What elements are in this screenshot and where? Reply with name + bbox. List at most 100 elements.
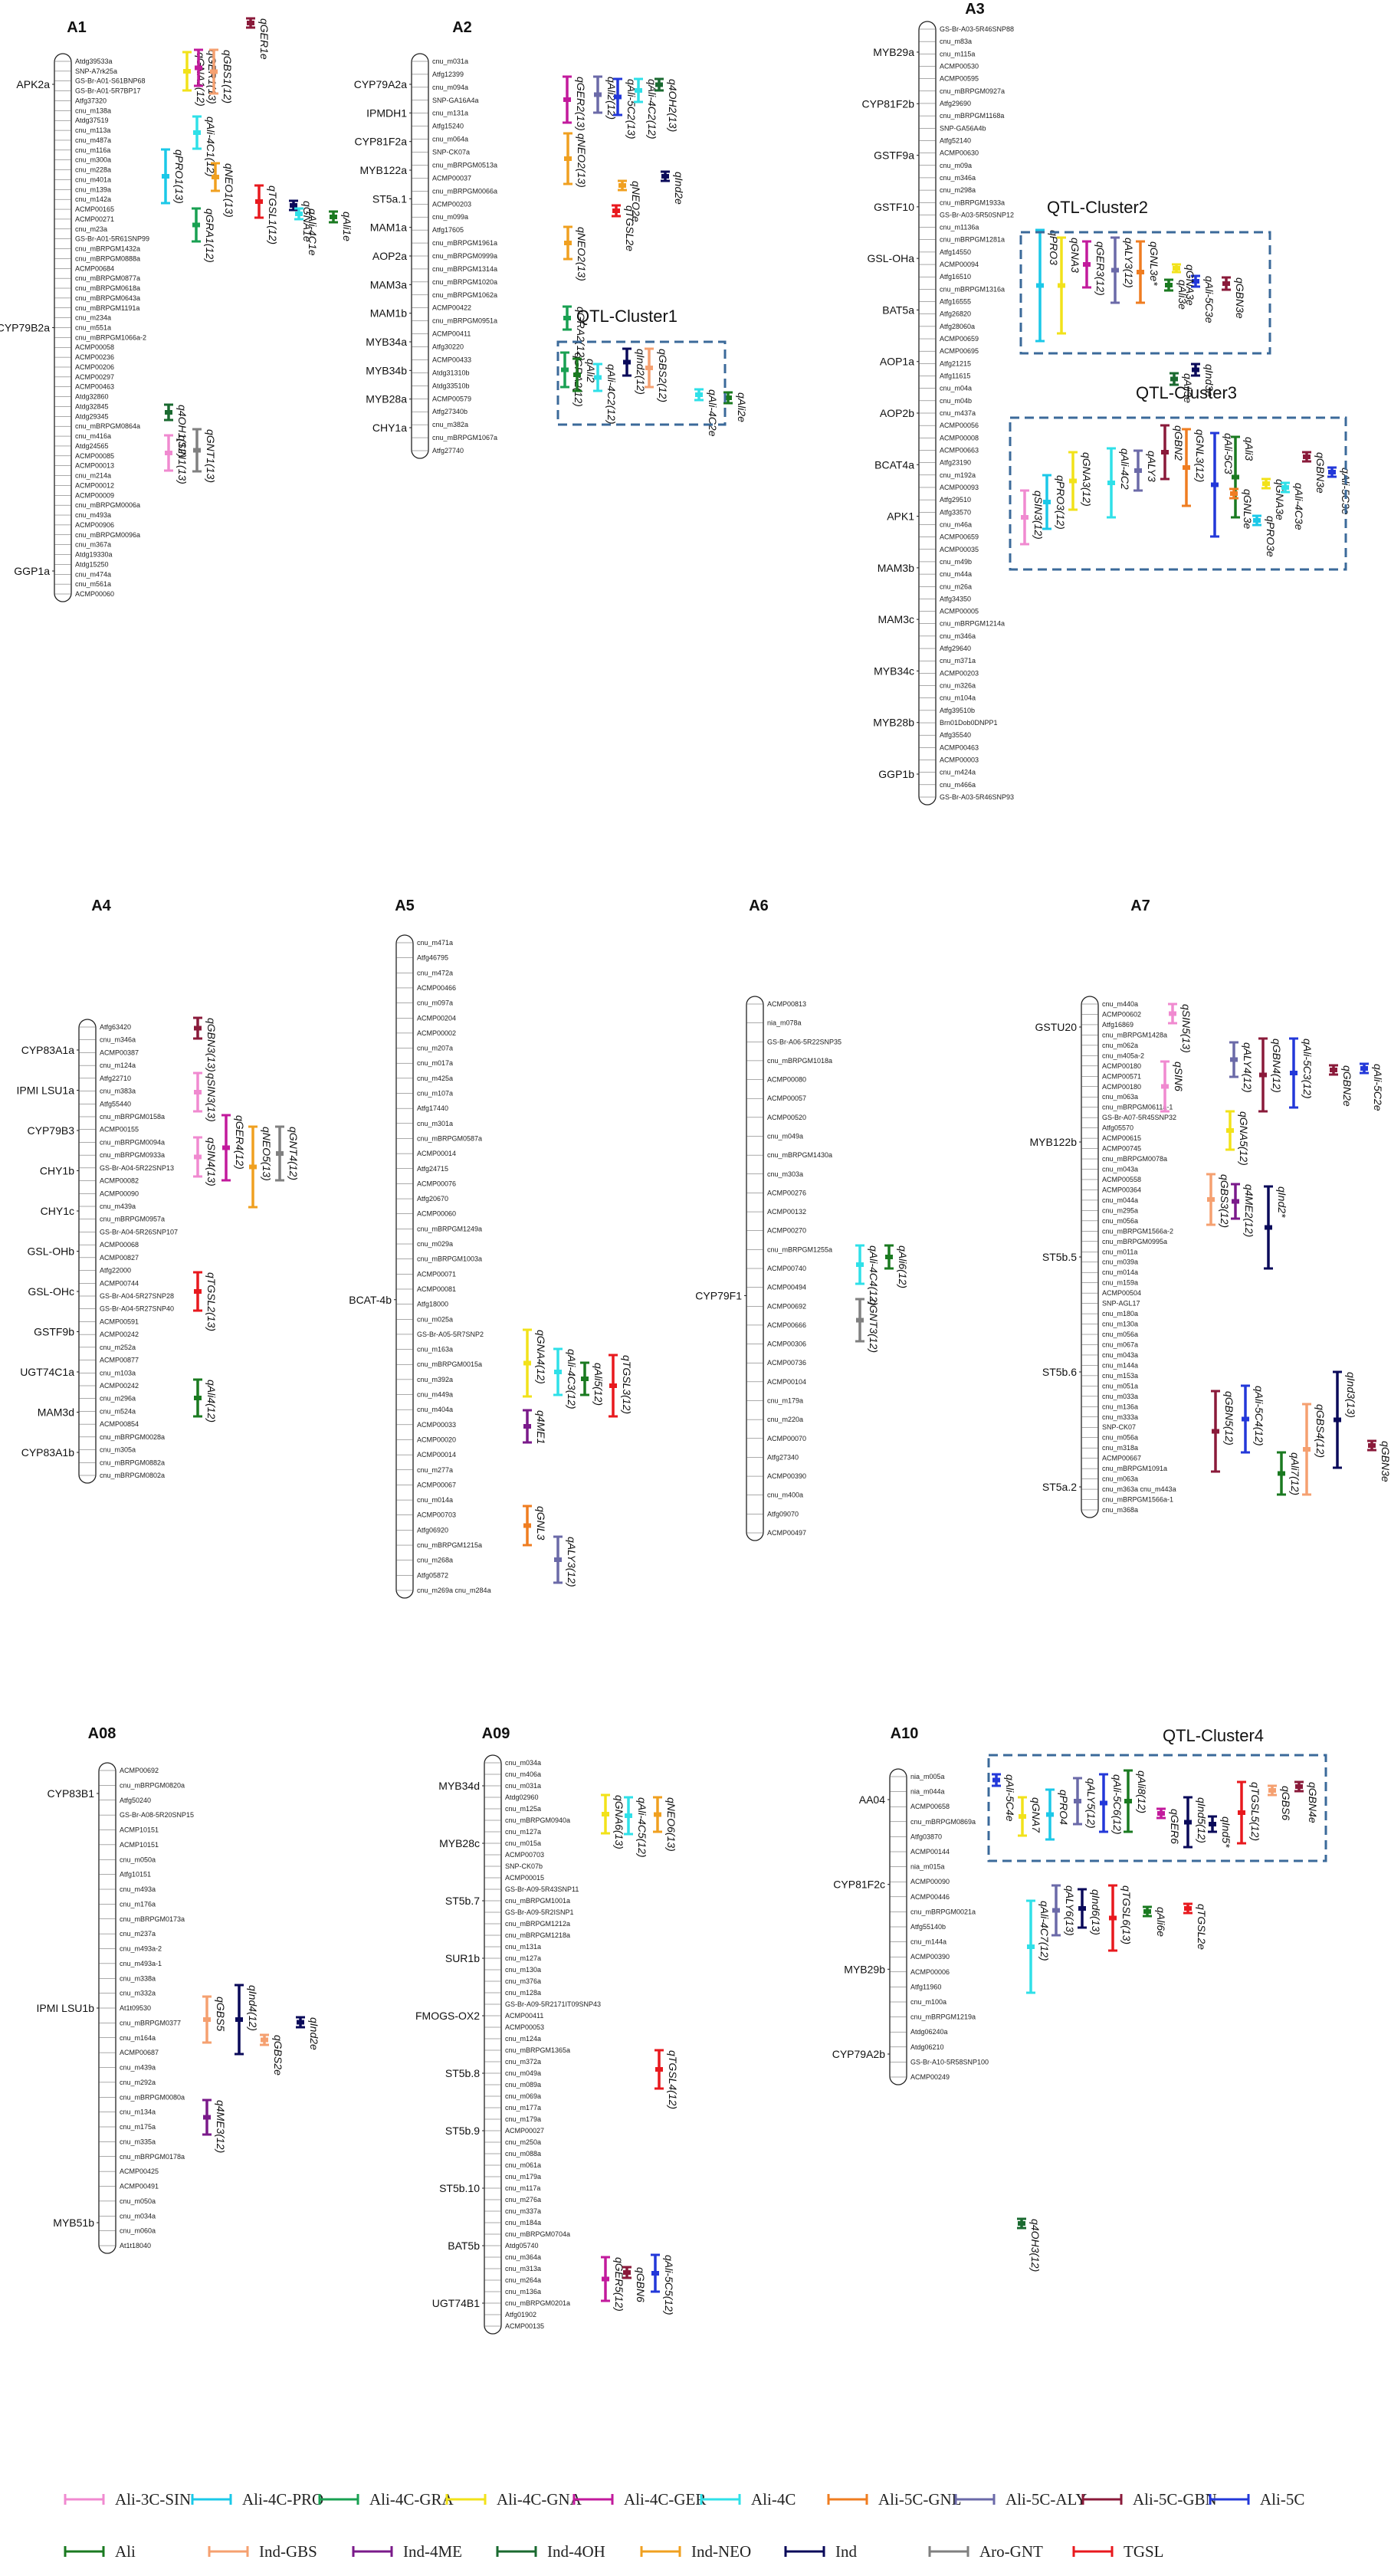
qtl-label: qAli2(12) (605, 77, 618, 120)
gene-label: MYB122b (1030, 1136, 1078, 1148)
marker-label: GS-Br-A10-5R58SNP100 (910, 2058, 989, 2066)
marker-label: cnu_m383a (100, 1088, 136, 1095)
qtl-interval: qAli-5C2(13) (613, 77, 638, 139)
qtl-label: qGBS2(12) (657, 349, 669, 402)
marker-label: cnu_m192a (940, 471, 976, 479)
legend-item: Ind-NEO (640, 2542, 751, 2561)
marker-label: cnu_m406a (505, 1770, 541, 1778)
marker-label: Atfg30220 (432, 343, 464, 351)
qtl-interval: qGNA3 (1057, 236, 1081, 335)
marker-label: ACMP00530 (940, 62, 979, 70)
qtl-interval: qGBS1(12) (209, 48, 234, 103)
marker-label: ACMP00463 (75, 383, 114, 391)
marker-label: cnu_m346a (940, 174, 976, 182)
qtl-peak (1212, 1429, 1219, 1434)
legend-label: Aro-GNT (979, 2542, 1043, 2561)
qtl-peak (523, 1523, 531, 1528)
qtl-peak (1134, 468, 1142, 473)
chromosome-title: A3 (965, 1, 985, 18)
marker-label: ACMP00060 (75, 590, 114, 598)
gene-label: CYP79F1 (695, 1290, 742, 1302)
marker-label: ACMP00090 (910, 1878, 950, 1885)
marker-label: cnu_m332a (120, 1990, 156, 1997)
qtl-label: qAli-4C4(12) (868, 1245, 880, 1306)
marker-label: cnu_mBRPGM0643a (75, 294, 140, 302)
qtl-label: qAli-4C3(12) (566, 1349, 578, 1409)
qtl-label: qGBS5 (215, 1997, 227, 2031)
qtl-label: qALY3 (1146, 451, 1158, 482)
qtl-peak (1192, 279, 1199, 284)
marker-label: ACMP00056 (940, 422, 979, 429)
qtl-cluster-1: QTL-Cluster1 (556, 307, 727, 426)
marker-label: cnu_mBRPGM1066a-2 (75, 333, 146, 341)
marker-label: cnu_mBRPGM0611a-1 (1102, 1104, 1173, 1111)
qtl-peak (523, 1360, 531, 1366)
marker-label: GS-Br-A07-5R45SNP32 (1102, 1114, 1176, 1121)
marker-label: nia_m005a (910, 1773, 945, 1780)
marker-label: ACMP00692 (120, 1767, 159, 1774)
qtl-peak (194, 1289, 202, 1294)
marker-label: Atfg29690 (940, 100, 971, 107)
qtl-label: qGBS2e (272, 2035, 284, 2076)
marker-label: cnu_mBRPGM0618a (75, 284, 140, 292)
marker-label: cnu_mBRPGM1191a (75, 304, 139, 312)
marker-label: ACMP00740 (767, 1265, 806, 1272)
gene-label: GGP1b (878, 768, 914, 780)
marker-label: cnu_mBRPGM1314a (432, 265, 497, 273)
qtl-interval: qPRO4 (1045, 1788, 1070, 1841)
qtl-interval: qPRO1(13) (161, 148, 185, 205)
qtl-peak (1036, 283, 1044, 288)
qtl-label: qGBN2 (1173, 425, 1185, 461)
qtl-interval: qPRO3 (1035, 228, 1060, 343)
chromosome-a4: A4 Atfg63420 cnu_m346a ACMP00387 cnu_m124a At… (17, 897, 300, 1484)
legend-label: Ali-4C-GNA (497, 2490, 582, 2509)
qtl-interval: qGBN2e (1329, 1064, 1353, 1107)
marker-label: cnu_m015a (505, 1839, 541, 1847)
marker-label: ACMP00433 (432, 356, 471, 363)
marker-label: cnu_mBRPGM0201a (505, 2299, 570, 2307)
marker-label: GS-Br-A01-5R61SNP99 (75, 235, 149, 243)
marker-label: Atfg22000 (100, 1267, 131, 1275)
marker-label: cnu_m127a (505, 1828, 541, 1836)
marker-label: cnu_mBRPGM1249a (417, 1225, 482, 1232)
marker-label: Atfg55440 (100, 1100, 131, 1108)
qtl-label: qAli-5C2(13) (625, 79, 638, 139)
qtl-interval: qAli-4C4(12) (855, 1244, 880, 1306)
qtl-peak (1278, 1471, 1285, 1476)
marker-label: cnu_m234a (75, 314, 111, 322)
qtl-label: qTGSL5(12) (1249, 1782, 1261, 1841)
qtl-interval: qALY5(12) (1073, 1777, 1097, 1829)
qtl-peak (203, 2115, 211, 2120)
qtl-peak (581, 1377, 589, 1381)
qtl-peak (1027, 1944, 1035, 1949)
qtl-peak (1078, 1906, 1086, 1911)
legend-label: Ind-4OH (547, 2542, 605, 2561)
legend-label: Ali-5C-ALY (1006, 2490, 1087, 2509)
qtl-label: qTGSL4(12) (667, 2050, 679, 2109)
gene-label: UGT74C1a (20, 1366, 74, 1378)
cluster-box (987, 1754, 1327, 1862)
qtl-interval: qAli3e (1170, 372, 1194, 403)
qtl-label: qTGSL2(13) (205, 1272, 218, 1331)
qtl-peak (165, 410, 172, 415)
marker-label: cnu_m124a (505, 2035, 541, 2043)
legend-item: Ali-5C-GBN (1081, 2490, 1217, 2509)
qtl-peak (885, 1255, 893, 1259)
gene-label: SUR1b (445, 1952, 480, 1964)
qtl-interval: q4ME2(12) (1231, 1183, 1255, 1237)
marker-label: GS-Br-A01-S61BNP68 (75, 77, 146, 85)
marker-label: cnu_m551a (75, 324, 111, 332)
marker-label: cnu_m031a (432, 57, 468, 65)
marker-label: SNP-A7rk25a (75, 67, 117, 75)
marker-label: cnu_mBRPGM0015a (417, 1360, 482, 1368)
qtl-peak (594, 375, 602, 380)
marker-label: ACMP00014 (417, 1451, 456, 1459)
marker-label: Atfg17440 (417, 1104, 448, 1112)
qtl-label: qAli-5C4e (1004, 1774, 1016, 1822)
qtl-peak (1111, 267, 1119, 273)
marker-label: cnu_m367a (75, 541, 111, 549)
qtl-interval: qAli-5C4e (992, 1773, 1016, 1822)
marker-label: cnu_mBRPGM0933a (100, 1151, 165, 1159)
qtl-peak (276, 1151, 284, 1156)
marker-label: Atfg15240 (432, 123, 464, 130)
